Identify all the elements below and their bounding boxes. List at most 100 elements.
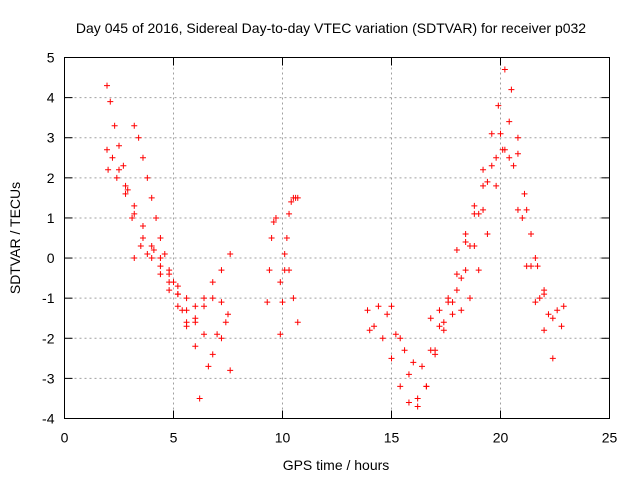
data-point [508,86,515,93]
data-point [388,355,395,362]
data-point [196,395,203,402]
data-points-layer [104,66,567,410]
data-point [281,251,288,258]
data-point [532,255,539,262]
x-tick-label: 20 [493,430,509,446]
data-point [170,279,177,286]
data-point [528,230,535,237]
data-point [214,331,221,338]
data-point [458,275,465,282]
series-arc-11 [388,146,567,402]
series-arc-12 [427,118,565,330]
y-tick-label: 3 [47,130,55,146]
data-point [122,182,129,189]
data-point [484,178,491,185]
data-point [150,247,157,254]
data-point [471,210,478,217]
data-point [166,287,173,294]
data-point [116,142,122,149]
data-point [161,251,168,258]
data-point [480,166,487,173]
data-point [272,214,279,221]
data-point [148,243,155,250]
data-point [488,162,495,169]
plot-frame [64,57,610,419]
y-tick-label: -4 [42,411,55,427]
data-point [554,307,561,314]
series-arc-2 [104,146,234,310]
data-point [137,243,144,250]
data-point [144,174,151,181]
data-point [201,303,208,310]
tick-layer [64,57,610,419]
y-tick-label: -1 [42,290,55,306]
data-point [453,271,460,278]
data-point [183,295,190,302]
series-arc-7 [277,194,301,338]
data-point [139,154,146,161]
data-point [218,299,225,306]
data-point [440,327,447,334]
data-point [227,251,234,258]
data-point [462,267,469,274]
series-arc-9 [364,146,556,410]
data-point [294,319,301,326]
data-point [453,287,460,294]
data-point [124,186,131,193]
data-point [436,323,443,330]
tick-label-layer: 0 5 10 15 20 25 -4 -3 -2 -1 0 1 2 3 4 5 [42,50,617,446]
data-point [183,307,190,314]
data-point [401,347,408,354]
data-point [131,210,138,217]
data-point [549,355,556,362]
data-point [471,243,478,250]
series-arc-6 [264,214,279,306]
data-point [227,367,234,374]
data-point [148,194,155,201]
data-point [536,295,543,302]
data-point [201,331,208,338]
data-point [501,66,508,73]
y-tick-label: 5 [47,50,55,66]
data-point [116,166,122,173]
data-point [277,331,284,338]
data-point [131,255,138,262]
data-point [466,295,473,302]
data-point [277,279,284,286]
data-point [104,82,111,89]
y-tick-label: 2 [47,170,55,186]
data-point [283,235,290,241]
data-point [484,230,491,237]
data-point [148,255,155,262]
data-point [471,202,478,209]
data-point [388,303,395,310]
data-point [192,343,199,350]
x-tick-label: 5 [170,430,178,446]
data-point [419,363,426,370]
series-arc-8 [277,251,301,326]
x-axis-label: GPS time / hours [283,457,390,473]
grid-layer [64,57,610,419]
data-point [192,303,199,310]
data-point [144,251,151,258]
data-point [523,206,530,213]
data-point [371,323,378,330]
data-point [480,182,487,189]
data-point [157,271,164,278]
data-point [222,319,229,326]
data-point [290,295,297,302]
y-tick-label: 0 [47,250,55,266]
y-tick-label: -2 [42,330,55,346]
data-point [480,206,487,213]
data-point [157,235,164,241]
data-point [107,98,114,105]
x-tick-label: 25 [602,430,618,446]
data-point [225,311,231,318]
data-point [113,174,120,181]
data-point [532,299,539,306]
data-point [109,154,116,161]
data-point [139,222,146,229]
data-point [410,359,417,366]
data-point [379,335,386,342]
